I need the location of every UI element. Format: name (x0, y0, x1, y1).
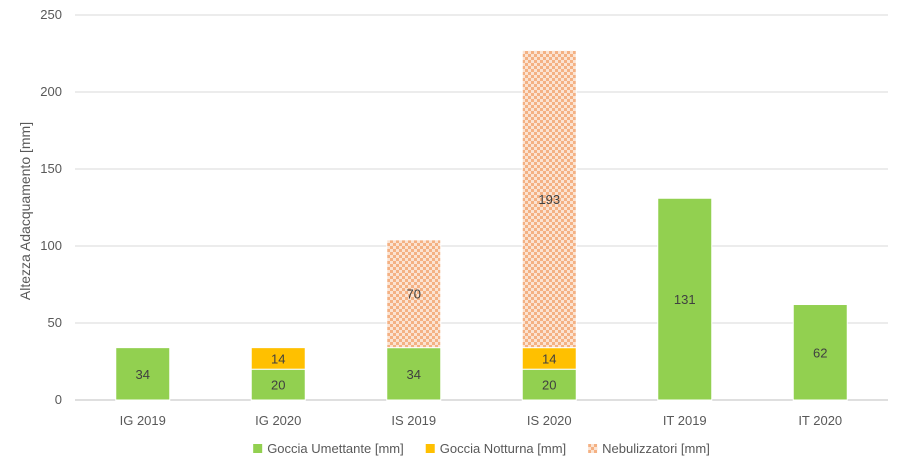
bar-segment-2-2 (250, 347, 306, 370)
data-label: 62 (813, 345, 827, 360)
data-label: 34 (136, 367, 150, 382)
data-label: 14 (542, 351, 556, 366)
bar-segment-3-3 (386, 239, 442, 349)
x-axis-ticks: IG 2019 IG 2020 IS 2019 IS 2020 IT 2019 IT 20… (120, 413, 843, 428)
legend-swatch (588, 444, 598, 453)
bar-segment-1-2 (250, 368, 306, 401)
gridlines (75, 14, 888, 401)
y-tick-label: 100 (40, 238, 62, 253)
x-tick-label: IT 2019 (663, 413, 707, 428)
x-tick-label: IG 2019 (120, 413, 166, 428)
y-axis-title: Altezza Adacquamento [mm] (17, 122, 33, 300)
bar-segment-1-1 (115, 347, 171, 401)
data-label: 20 (271, 378, 285, 393)
legend-item: Goccia Notturna [mm] (425, 441, 566, 456)
data-label: 14 (271, 351, 285, 366)
y-tick-label: 250 (40, 7, 62, 22)
bar-segment-1-6 (792, 304, 848, 401)
y-tick-label: 200 (40, 84, 62, 99)
x-tick-label: IG 2020 (255, 413, 301, 428)
x-tick-label: IS 2020 (527, 413, 572, 428)
data-labels: 34 20 14 34 70 20 14 193 131 62 (136, 192, 828, 393)
legend-swatch (253, 444, 263, 453)
legend: Goccia Umettante [mm] Goccia Notturna [mm… (253, 441, 710, 456)
data-label: 70 (407, 287, 421, 302)
data-label: 131 (674, 292, 696, 307)
legend-swatch (425, 444, 435, 453)
legend-label: Nebulizzatori [mm] (602, 441, 710, 456)
bar-segment-1-5 (657, 197, 713, 401)
y-tick-label: 150 (40, 161, 62, 176)
legend-label: Goccia Umettante [mm] (267, 441, 404, 456)
x-tick-label: IS 2019 (391, 413, 436, 428)
y-tick-label: 0 (55, 392, 62, 407)
data-label: 20 (542, 378, 556, 393)
y-tick-label: 50 (48, 315, 62, 330)
bars (115, 49, 848, 401)
bar-segment-3-4 (521, 49, 577, 349)
legend-item: Goccia Umettante [mm] (253, 441, 404, 456)
data-label: 34 (407, 367, 421, 382)
x-tick-label: IT 2020 (798, 413, 842, 428)
legend-label: Goccia Notturna [mm] (440, 441, 566, 456)
data-label: 193 (538, 192, 560, 207)
legend-item: Nebulizzatori [mm] (588, 441, 710, 456)
y-axis-ticks: 0 50 100 150 200 250 (40, 7, 62, 407)
